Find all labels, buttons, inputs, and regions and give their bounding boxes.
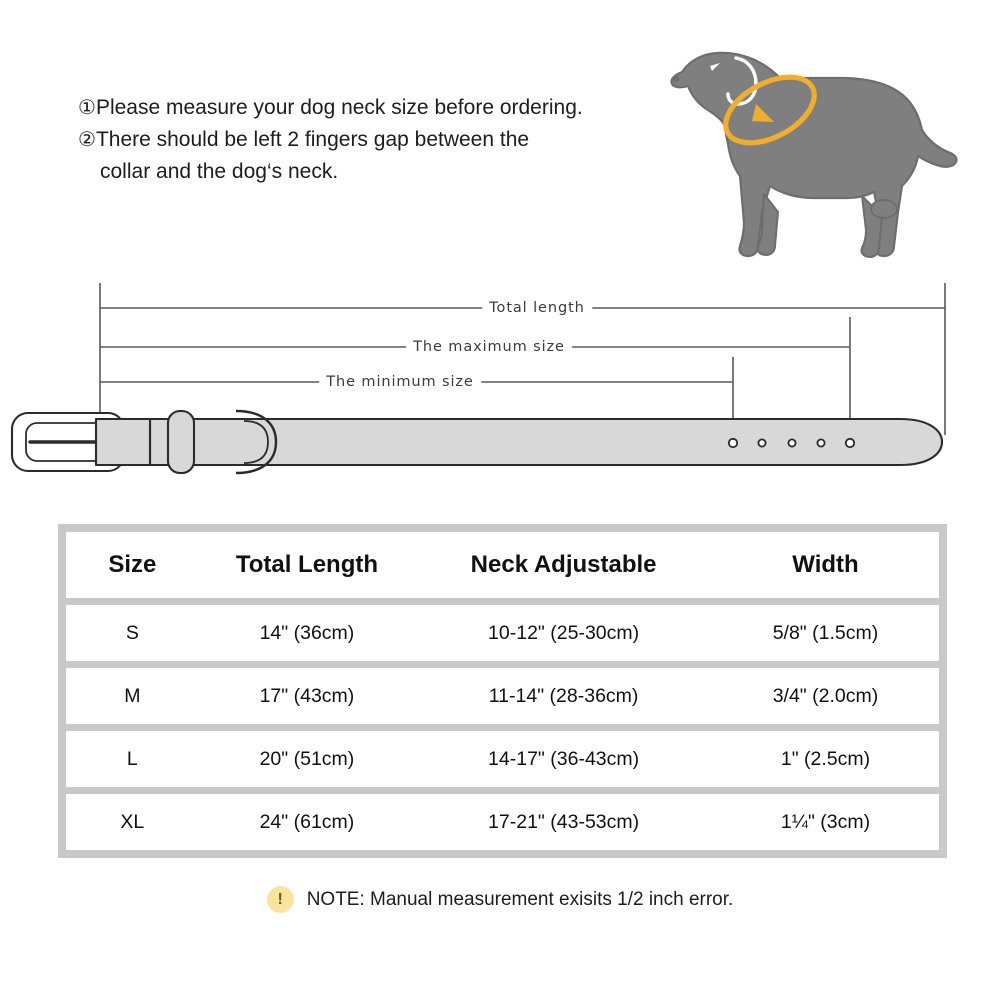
table-row: L 20" (51cm) 14-17" (36-43cm) 1" (2.5cm) — [66, 731, 939, 787]
table-row: M 17" (43cm) 11-14" (28-36cm) 3/4" (2.0c… — [66, 668, 939, 724]
cell-neck-adjustable: 14-17" (36-43cm) — [488, 747, 640, 770]
table-row: XL 24" (61cm) 17-21" (43-53cm) 1¼" (3cm) — [66, 794, 939, 850]
table-header-neck-adjustable: Neck Adjustable — [470, 551, 657, 578]
instruction-text-3: collar and the dog‘s neck. — [100, 160, 339, 183]
cell-size: XL — [120, 810, 145, 833]
cell-width: 1¼" (3cm) — [780, 810, 871, 833]
instruction-text-2: There should be left 2 fingers gap betwe… — [95, 128, 530, 151]
cell-neck-adjustable: 17-21" (43-53cm) — [488, 810, 640, 833]
cell-size: S — [125, 621, 139, 644]
table-row: S 14" (36cm) 10-12" (25-30cm) 5/8" (1.5c… — [66, 605, 939, 661]
table-header-row: Size Total Length Neck Adjustable Width — [66, 532, 939, 598]
cell-size: M — [124, 684, 141, 707]
dimension-label-minimum-size: The minimum size — [319, 374, 481, 390]
dog-collar-diagram-icon — [10, 409, 944, 475]
cell-neck-adjustable: 11-14" (28-36cm) — [488, 684, 639, 707]
table-header-width: Width — [792, 551, 859, 578]
instruction-marker-2: ② — [78, 129, 96, 151]
table-header-total-length: Total Length — [235, 551, 379, 578]
instruction-line-3: collar and the dog‘s neck. — [78, 156, 678, 187]
dog-silhouette-icon — [670, 51, 958, 258]
dog-illustration — [652, 26, 972, 272]
warning-icon: ! — [266, 886, 294, 913]
cell-neck-adjustable: 10-12" (25-30cm) — [488, 621, 640, 644]
cell-total-length: 24" (61cm) — [259, 810, 355, 833]
note-text: NOTE: Manual measurement exisits 1/2 inc… — [306, 888, 734, 910]
instructions-block: ①Please measure your dog neck size befor… — [78, 92, 678, 187]
cell-size: L — [126, 747, 138, 770]
instruction-line-1: ①Please measure your dog neck size befor… — [78, 92, 678, 124]
cell-total-length: 14" (36cm) — [259, 621, 355, 644]
cell-width: 1" (2.5cm) — [780, 747, 871, 770]
dimension-label-maximum-size: The maximum size — [406, 339, 572, 355]
size-chart-table: Size Total Length Neck Adjustable Width … — [58, 524, 947, 858]
collar-measurement-diagram: Total length The maximum size The minimu… — [0, 265, 1000, 510]
cell-width: 3/4" (2.0cm) — [772, 684, 879, 707]
instruction-text-1: Please measure your dog neck size before… — [95, 96, 583, 119]
collar-holes — [727, 437, 856, 449]
instruction-marker-1: ① — [78, 97, 96, 119]
cell-total-length: 17" (43cm) — [259, 684, 355, 707]
neck-measure-loop-icon — [723, 74, 817, 146]
cell-width: 5/8" (1.5cm) — [772, 621, 879, 644]
cell-total-length: 20" (51cm) — [259, 747, 355, 770]
dimension-label-total-length: Total length — [482, 300, 592, 316]
note-bar: ! NOTE: Manual measurement exisits 1/2 i… — [0, 886, 1000, 913]
table-header-size: Size — [108, 551, 157, 578]
instruction-line-2: ②There should be left 2 fingers gap betw… — [78, 124, 678, 156]
